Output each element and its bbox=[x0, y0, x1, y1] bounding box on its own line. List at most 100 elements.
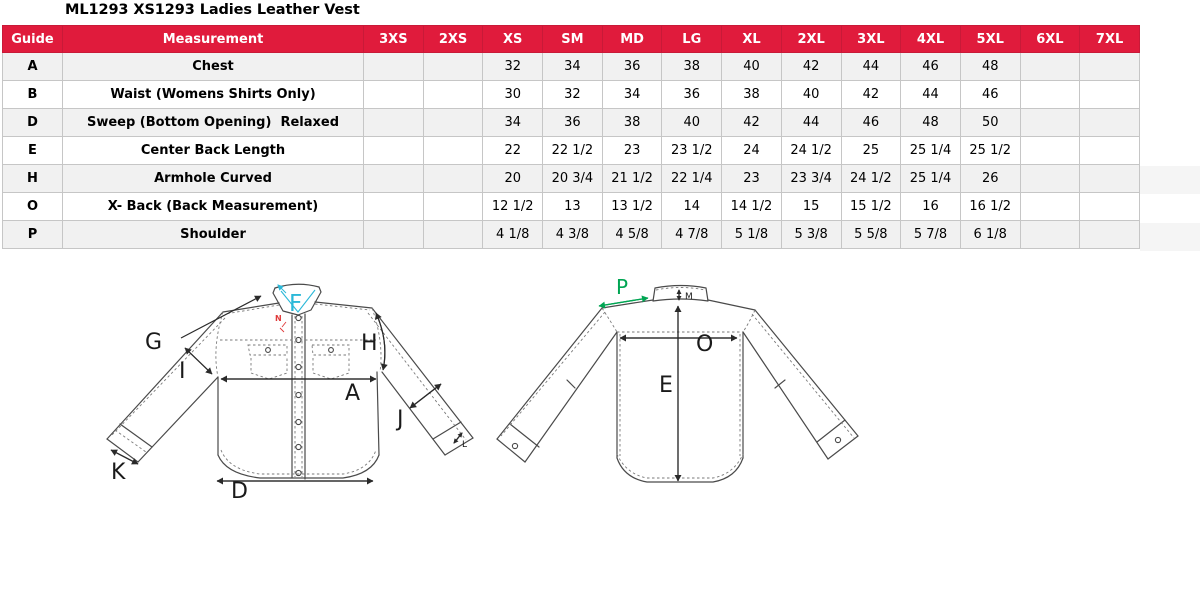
size-value-cell bbox=[1079, 136, 1140, 165]
shoulder-green-arrow bbox=[598, 295, 649, 309]
size-value-cell bbox=[1019, 220, 1081, 249]
size-value-cell: 44 bbox=[840, 52, 902, 81]
size-value-cell: 46 bbox=[900, 52, 961, 81]
size-value-cell: 25 1/4 bbox=[900, 136, 961, 165]
size-value-cell: 20 bbox=[482, 164, 544, 193]
column-header: Guide bbox=[2, 25, 63, 53]
column-header: 2XS bbox=[422, 25, 484, 53]
size-value-cell: 23 bbox=[601, 136, 663, 165]
label-G: G bbox=[145, 330, 162, 355]
size-value-cell: 24 1/2 bbox=[780, 136, 842, 165]
size-value-cell: 21 1/2 bbox=[601, 164, 663, 193]
back-stitching bbox=[500, 287, 855, 479]
size-value-cell bbox=[363, 192, 424, 221]
guide-cell: A bbox=[2, 52, 63, 81]
size-value-cell bbox=[422, 136, 484, 165]
measurement-cell: Shoulder bbox=[62, 220, 364, 249]
size-value-cell: 13 1/2 bbox=[601, 192, 663, 221]
column-header: 7XL bbox=[1079, 25, 1140, 53]
row-stripe-extension bbox=[1140, 166, 1200, 194]
table-row: B Waist (Womens Shirts Only) 30 32 34 36 38 40 4… bbox=[2, 80, 1140, 109]
size-value-cell: 4 1/8 bbox=[482, 220, 544, 249]
size-value-cell: 14 bbox=[661, 192, 723, 221]
size-value-cell bbox=[363, 108, 424, 137]
label-J: J bbox=[395, 407, 404, 432]
size-value-cell: 36 bbox=[661, 80, 723, 109]
label-O: O bbox=[696, 332, 713, 357]
size-value-cell bbox=[422, 192, 484, 221]
size-value-cell: 38 bbox=[721, 80, 782, 109]
size-value-cell: 34 bbox=[482, 108, 544, 137]
size-value-cell bbox=[1079, 52, 1140, 81]
guide-cell: E bbox=[2, 136, 63, 165]
size-value-cell: 14 1/2 bbox=[721, 192, 782, 221]
label-H: H bbox=[361, 331, 378, 356]
size-value-cell bbox=[1079, 220, 1140, 249]
column-header: 2XL bbox=[780, 25, 842, 53]
label-L: L bbox=[462, 440, 467, 450]
size-value-cell: 5 1/8 bbox=[721, 220, 782, 249]
table-row: A Chest 32 34 36 38 40 42 44 46 48 bbox=[2, 52, 1140, 81]
size-value-cell: 36 bbox=[542, 108, 603, 137]
table-row: H Armhole Curved 20 20 3/4 21 1/2 22 1/4 23 23 … bbox=[2, 164, 1140, 193]
collar-teal-line bbox=[280, 289, 316, 313]
measurement-cell: Chest bbox=[62, 52, 364, 81]
size-value-cell: 40 bbox=[780, 80, 842, 109]
guide-cell: B bbox=[2, 80, 63, 109]
size-value-cell: 25 1/4 bbox=[900, 164, 961, 193]
size-value-cell: 40 bbox=[661, 108, 723, 137]
size-value-cell: 46 bbox=[840, 108, 902, 137]
size-value-cell bbox=[422, 108, 484, 137]
size-value-cell: 46 bbox=[959, 80, 1021, 109]
table-row: D Sweep (Bottom Opening) Relaxed 34 36 38 40 4… bbox=[2, 108, 1140, 137]
column-header: LG bbox=[661, 25, 723, 53]
size-value-cell bbox=[1019, 80, 1081, 109]
column-header: XS bbox=[482, 25, 544, 53]
front-buttons bbox=[265, 314, 334, 477]
guide-cell: D bbox=[2, 108, 63, 137]
size-value-cell: 6 1/8 bbox=[959, 220, 1021, 249]
measurement-cell: X- Back (Back Measurement) bbox=[62, 192, 364, 221]
size-value-cell bbox=[363, 136, 424, 165]
front-stitching bbox=[110, 303, 467, 477]
label-P: P bbox=[616, 278, 628, 299]
size-value-cell bbox=[1079, 192, 1140, 221]
column-header: 3XS bbox=[363, 25, 424, 53]
row-stripe-extension bbox=[1140, 223, 1200, 251]
column-header: SM bbox=[542, 25, 603, 53]
back-labels: P M O E bbox=[616, 278, 713, 398]
front-shirt-outline bbox=[106, 283, 474, 480]
column-header: 4XL bbox=[900, 25, 961, 53]
size-value-cell: 24 1/2 bbox=[840, 164, 902, 193]
table-row: O X- Back (Back Measurement) 12 1/2 13 13 1/… bbox=[2, 192, 1140, 221]
header-row: Guide Measurement 3XS 2XS XS SM MD LG XL 2XL 3XL 4X… bbox=[2, 25, 1140, 53]
size-value-cell: 48 bbox=[900, 108, 961, 137]
size-value-cell: 4 3/8 bbox=[542, 220, 603, 249]
size-value-cell: 38 bbox=[661, 52, 723, 81]
size-value-cell: 50 bbox=[959, 108, 1021, 137]
guide-cell: O bbox=[2, 192, 63, 221]
label-I: I bbox=[179, 359, 186, 384]
size-value-cell: 4 7/8 bbox=[661, 220, 723, 249]
column-header: 6XL bbox=[1019, 25, 1081, 53]
size-value-cell bbox=[422, 220, 484, 249]
size-value-cell: 22 bbox=[482, 136, 544, 165]
size-value-cell: 22 1/2 bbox=[542, 136, 603, 165]
size-value-cell bbox=[422, 164, 484, 193]
page-title: ML1293 XS1293 Ladies Leather Vest bbox=[65, 2, 360, 18]
column-header: XL bbox=[721, 25, 782, 53]
column-header: MD bbox=[601, 25, 663, 53]
size-value-cell: 24 bbox=[721, 136, 782, 165]
size-value-cell bbox=[1019, 52, 1081, 81]
size-value-cell: 25 bbox=[840, 136, 902, 165]
size-value-cell: 32 bbox=[542, 80, 603, 109]
size-value-cell: 34 bbox=[601, 80, 663, 109]
size-value-cell: 23 3/4 bbox=[780, 164, 842, 193]
size-value-cell bbox=[422, 52, 484, 81]
collar-red-marks bbox=[279, 321, 287, 333]
size-value-cell bbox=[422, 80, 484, 109]
size-value-cell bbox=[1019, 192, 1081, 221]
column-header: 5XL bbox=[959, 25, 1021, 53]
size-value-cell: 15 bbox=[780, 192, 842, 221]
size-value-cell: 42 bbox=[721, 108, 782, 137]
